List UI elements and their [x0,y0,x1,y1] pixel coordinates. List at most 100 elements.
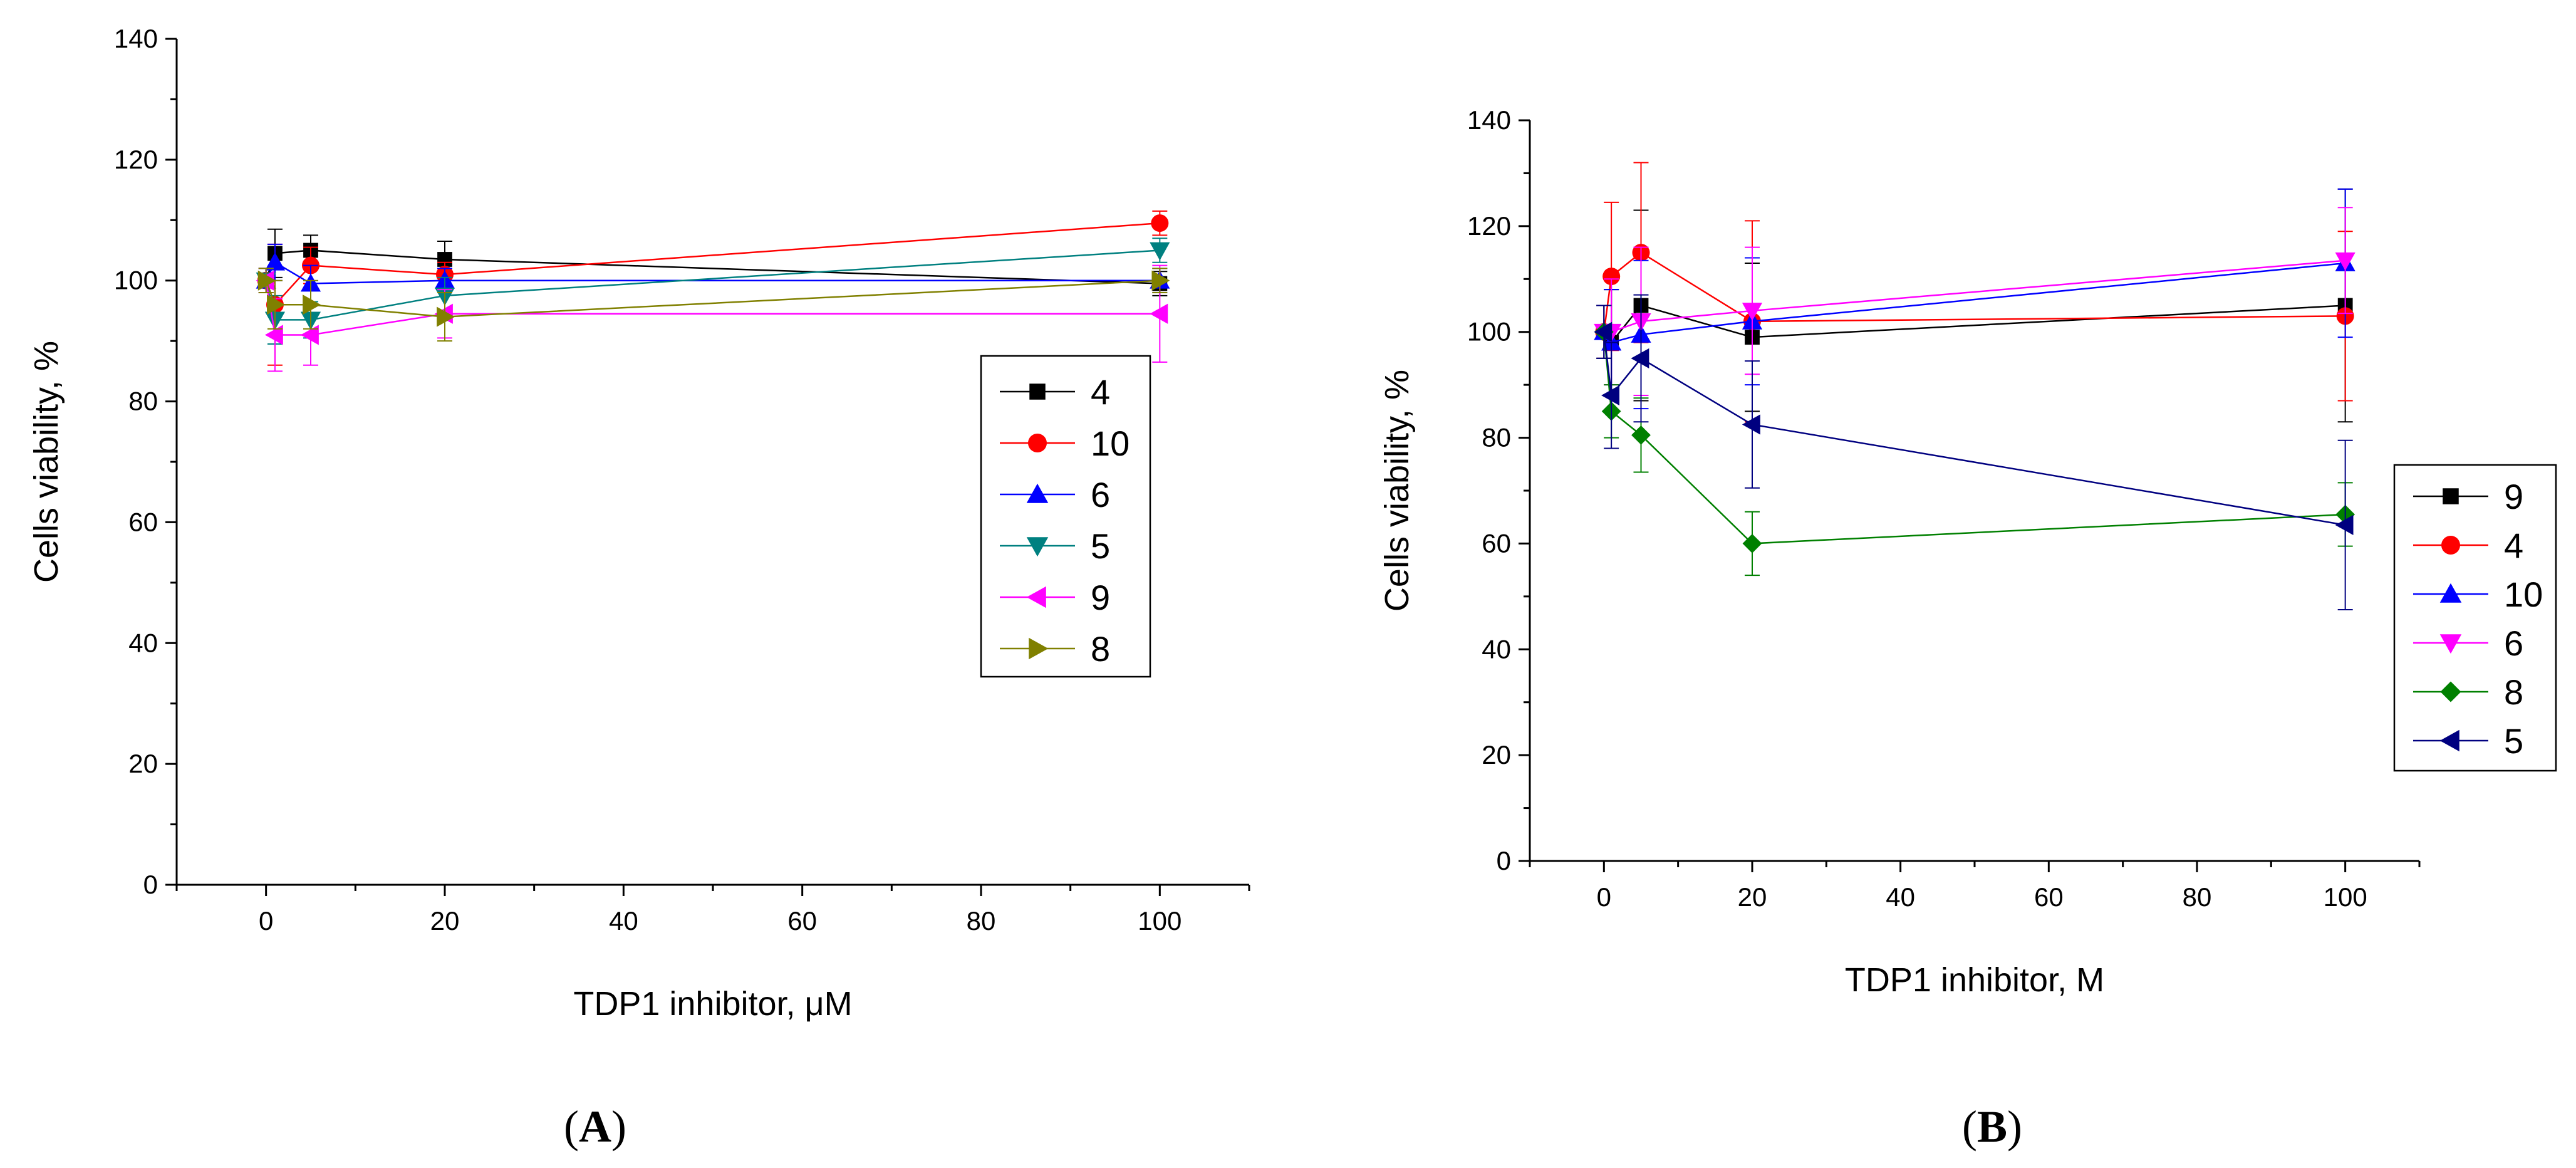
panel-b-legend-marker-10 [2439,583,2462,603]
panel-a-x-tick-label: 80 [967,906,996,936]
panel-a-series-5-point [1150,242,1170,261]
panel-a-series-8-point [1151,270,1170,291]
panel-b-series-8-point [1742,534,1762,553]
panel-a-legend: 4 10 6 5 9 8 [980,355,1151,678]
panel-b-series-8 [1594,305,2355,576]
panel-b-series-5-point [1601,385,1620,406]
panel-a-series-10-line [265,222,1160,306]
panel-a-series-8-point [267,295,286,315]
panel-a-series-6 [256,243,1170,303]
panel-a-series-9-line [265,280,1160,336]
panel-a-legend-marker-8 [1029,637,1049,660]
panel-a-y-tick-label: 60 [128,507,158,536]
panel-a-chart: 0 20 40 60 80 100 120 140 0 20 40 60 80 100 TDP1 inhib… [28,24,1250,1152]
panel-a-legend-marker-4 [1029,383,1046,400]
panel-b-y-tick-label: 120 [1467,211,1511,241]
panel-b-series-9-line [1603,305,2345,344]
panel-a-series-5 [256,237,1170,345]
panel-a-label: (A) [564,1102,626,1152]
panel-a-y-tick-label: 20 [128,749,158,778]
panel-a-series-6-point [264,252,286,271]
panel-b-series-5-point [2335,514,2354,535]
panel-b-legend-marker-9 [2443,488,2459,504]
panel-a-series-8 [257,268,1170,342]
panel-b-series-4-point [1602,268,1621,286]
panel-a-label-letter: A [579,1102,611,1152]
panel-b-label: (B) [1962,1102,2022,1152]
panel-a-y-axis-title: Cells viability, % [28,341,65,583]
panel-a-y-tick-label: 80 [128,387,158,416]
panel-a-series-9 [256,264,1168,372]
panel-a-series-8-point [303,295,321,315]
panel-a-x-tick-label: 20 [430,906,460,936]
panel-b-y-axis-title: Cells viability, % [1378,370,1416,612]
panel-b-legend-label-9: 9 [2504,477,2523,516]
panel-a-series-9-point [300,325,319,345]
panel-a-legend-label-9: 9 [1091,578,1110,617]
panel-a-y-tick-label: 140 [114,24,158,53]
panel-b-label-close-paren: ) [2007,1102,2022,1152]
panel-a-y-tick-label: 0 [143,870,158,899]
panel-b-series-6-point [2335,252,2355,271]
panel-a-series-8-point [257,270,276,291]
panel-b-y-tick-label: 140 [1467,105,1511,135]
panel-b-series-9 [1596,188,2353,423]
panel-a-y-tick-label: 40 [128,628,158,657]
panel-b-x-tick-label: 60 [2034,882,2064,912]
panel-a-legend-marker-6 [1026,483,1049,503]
panel-a-legend-label-10: 10 [1091,424,1130,463]
panel-b-series-5-point [1631,348,1649,369]
panel-b-y-tick-label: 80 [1482,423,1511,452]
panel-b-legend-marker-8 [2440,681,2461,702]
panel-a-legend-marker-5 [1026,537,1049,557]
panel-a-x-tick-label: 100 [1138,906,1182,936]
panel-b-legend-marker-5 [2439,729,2459,752]
panel-b-series-5-line [1603,331,2345,526]
panel-b-legend-box [2393,464,2557,772]
panel-a-x-axis-title: TDP1 inhibitor, μM [573,985,852,1023]
panel-a-legend-box [980,355,1151,678]
panel-a-series-8-line [265,279,1160,318]
panel-a-series-10-point [1151,214,1169,232]
panel-a-series-8-point [437,306,455,327]
panel-b-series-5-point [1594,321,1613,342]
panel-a-legend-label-4: 4 [1091,372,1110,412]
panel-b-series-8-line [1603,331,2345,545]
panel-b-x-tick-label: 40 [1886,882,1915,912]
panel-b-y-tick-label: 40 [1482,634,1511,664]
panel-b-series-8-point [1631,425,1651,445]
panel-a-y-tick-label: 100 [114,266,158,295]
panel-a-legend-marker-9 [1026,586,1046,608]
panel-b-legend: 9 4 10 6 8 5 [2393,464,2557,772]
panel-a-series-6-line [265,261,1160,284]
panel-b-series-10-line [1603,262,2345,344]
panel-b-series-6 [1594,207,2355,397]
panel-a-label-close-paren: ) [611,1102,626,1152]
panel-b-legend-label-6: 6 [2504,623,2523,663]
panel-b-chart: 0 20 40 60 80 100 120 140 0 20 40 60 80 100 TDP1 inhib… [1378,105,2557,1152]
panel-b-series-5 [1594,294,2354,610]
panel-b-x-tick-label: 80 [2183,882,2212,912]
panel-a-x-tick-label: 0 [259,906,273,936]
panel-b-series-10 [1594,188,2355,410]
panel-b-legend-marker-4 [2441,536,2460,555]
panel-a-series-4 [258,228,1168,296]
panel-b-y-tick-label: 60 [1482,528,1511,558]
panel-a-legend-marker-10 [1028,434,1047,452]
panel-b-series-6-point [1742,303,1763,321]
panel-a-series-9-point [1150,303,1168,324]
panel-a-series-4-point [437,252,452,267]
panel-b-x-axis-title: TDP1 inhibitor, M [1845,961,2104,999]
panel-b-legend-marker-6 [2439,634,2462,654]
panel-b-y-tick-label: 20 [1482,740,1511,769]
panel-b-y-tick-label: 100 [1467,317,1511,347]
panel-a-x-tick-label: 60 [787,906,817,936]
panel-b-label-open-paren: ( [1962,1102,1977,1152]
panel-a-series-5-line [265,249,1160,321]
panel-b-legend-label-5: 5 [2504,721,2523,761]
panel-a-series-10 [257,210,1169,366]
panel-b-legend-label-4: 4 [2504,526,2523,565]
panel-a-legend-label-8: 8 [1091,629,1110,669]
panel-a-legend-label-6: 6 [1091,475,1110,514]
